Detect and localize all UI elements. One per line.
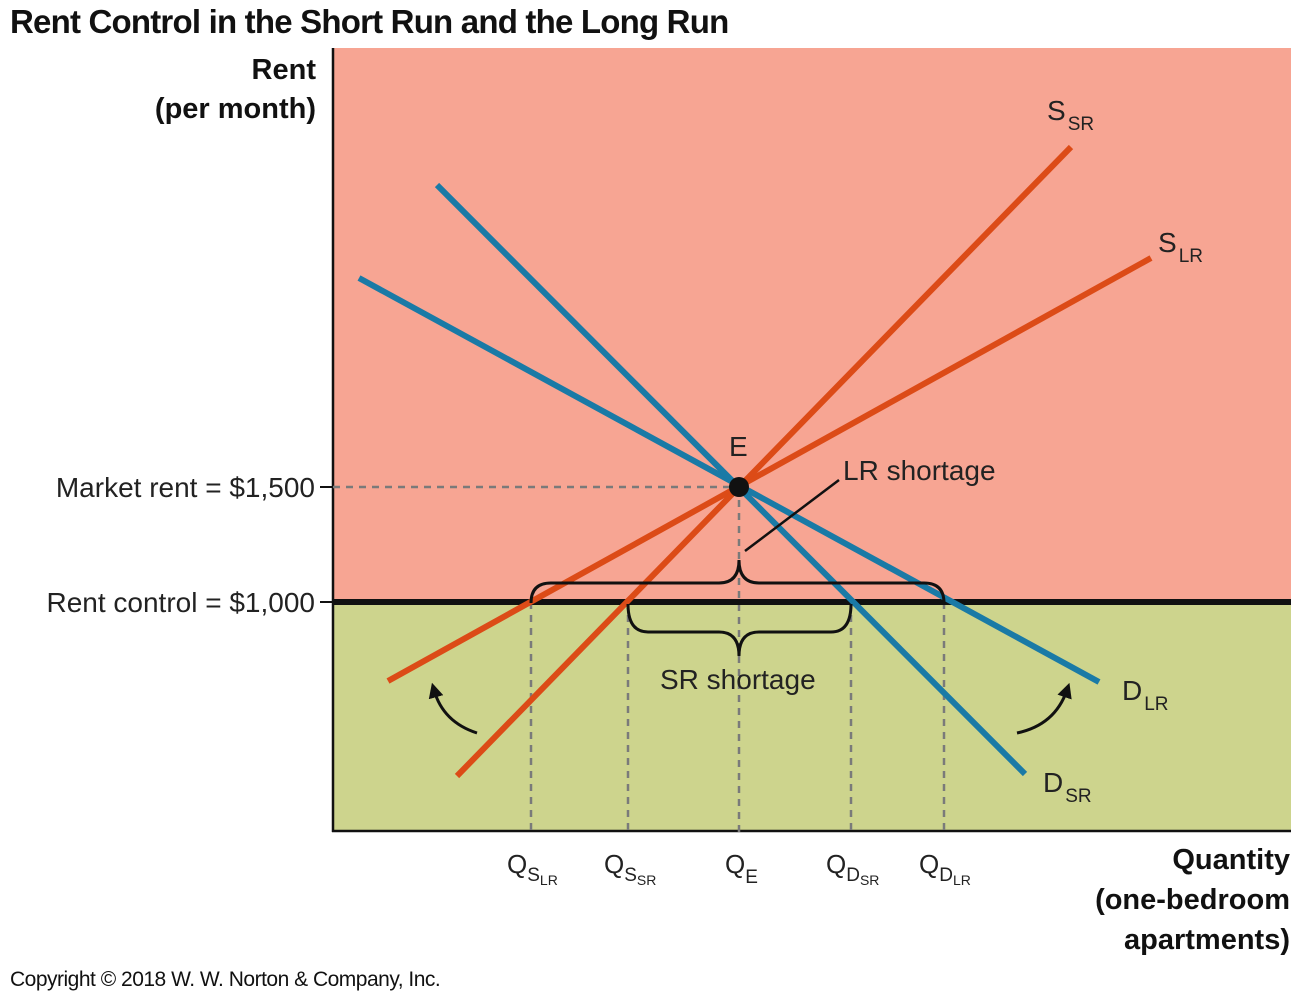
demand-long-run-label: D LR [1122,675,1169,715]
left-shift-arrow [428,682,478,735]
lr-shortage-brace [529,559,946,604]
q-e-label: QE [725,849,758,888]
diagram-title: Rent Control in the Short Run and the Lo… [10,3,728,40]
above-control-region [333,48,1291,602]
q-d-sr-label: QDSR [826,849,879,888]
q-s-lr-label: QSLR [507,849,558,888]
market-rent-label: Market rent = $1,500 [56,472,315,503]
below-control-region [333,602,1291,831]
lr-shortage-label: LR shortage [843,455,996,486]
right-shift-arrow [1016,682,1072,735]
rent-control-label: Rent control = $1,000 [46,587,315,618]
equilibrium-point [729,477,749,497]
lr-shortage-pointer [744,479,840,552]
x-axis-subtitle-1: (one-bedroom [1095,884,1290,916]
sr-shortage-brace [626,603,853,657]
copyright-notice: Copyright © 2018 W. W. Norton & Company,… [10,968,440,991]
supply-long-run-label: S LR [1158,227,1203,267]
supply-short-run-label: S SR [1047,95,1094,135]
x-axis-subtitle-2: apartments) [1124,924,1290,956]
demand-short-run-label: D SR [1043,767,1092,807]
supply-long-run-curve [386,255,1153,684]
demand-short-run-curve [434,182,1028,777]
supply-short-run-curve [454,144,1074,779]
y-axis-title: Rent [252,54,317,86]
equilibrium-label: E [729,431,748,462]
q-d-lr-label: QDLR [919,849,971,888]
x-axis-title: Quantity [1172,844,1290,876]
guide-lines [333,485,946,834]
sr-shortage-label: SR shortage [660,664,816,695]
y-axis-subtitle: (per month) [155,93,316,125]
q-s-sr-label: QSSR [604,849,656,888]
